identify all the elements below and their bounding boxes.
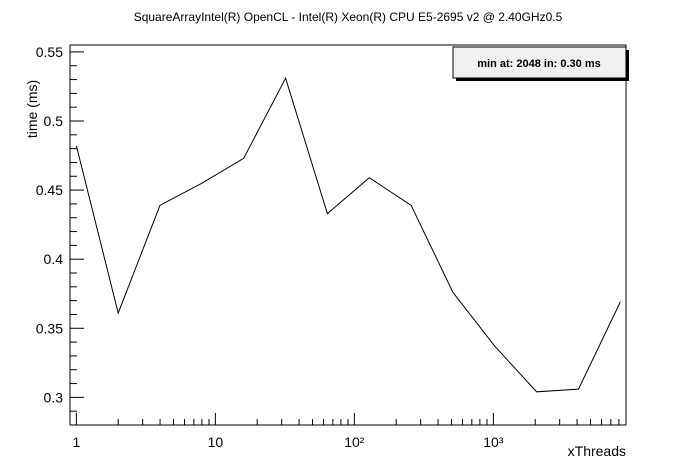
series-layer <box>75 76 621 393</box>
x-axis-label: xThreads <box>568 443 626 459</box>
y-tick-label: 0.3 <box>44 389 64 405</box>
chart-title: SquareArrayIntel(R) OpenCL - Intel(R) Xe… <box>134 10 563 24</box>
y-axis-ticks: 0.3 0.35 0.4 0.45 0.5 0.55 <box>36 44 84 426</box>
y-tick-label: 0.55 <box>36 44 63 60</box>
stats-box-panel <box>452 46 627 79</box>
stats-box: min at: 2048 in: 0.30 ms <box>452 46 629 81</box>
plot-frame <box>69 44 627 426</box>
y-tick-label: 0.4 <box>44 251 64 267</box>
y-axis-label: time (ms) <box>24 80 40 138</box>
y-tick-label: 0.45 <box>36 182 63 198</box>
x-tick-label: 10 <box>208 434 224 450</box>
x-tick-label: 1 <box>72 434 80 450</box>
series-line <box>75 76 621 393</box>
x-axis-ticks: 1 10 10² 10³ <box>72 413 627 450</box>
stats-box-text: min at: 2048 in: 0.30 ms <box>477 58 601 70</box>
x-tick-label: 10² <box>344 434 365 450</box>
y-tick-label: 0.5 <box>44 113 64 129</box>
y-tick-label: 0.35 <box>36 320 63 336</box>
x-tick-label: 10³ <box>483 434 504 450</box>
